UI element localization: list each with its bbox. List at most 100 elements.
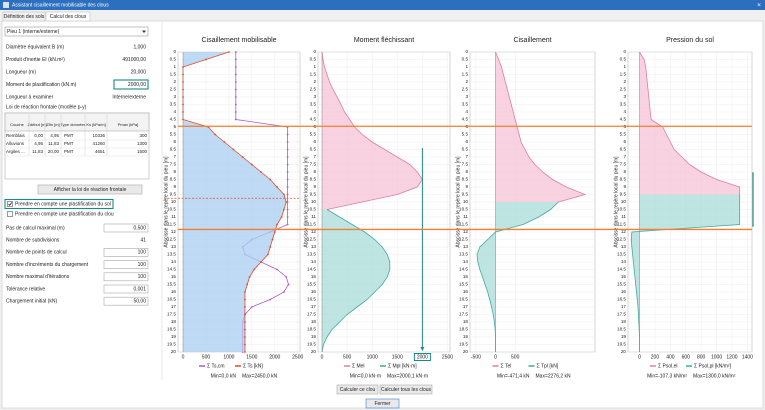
x-tick-label: 2000 — [269, 354, 280, 360]
y-tick-label: 4 — [623, 109, 626, 114]
y-tick-label: 14.5 — [459, 267, 468, 272]
y-tick-label: 10 — [311, 199, 317, 204]
point — [244, 313, 246, 316]
property-label: Longueur (m) — [6, 69, 36, 75]
parameter-value: 100 — [138, 262, 147, 268]
checkbox-highlight — [4, 198, 114, 210]
y-tick-label: 6 — [173, 139, 176, 144]
y-tick-label: 7 — [465, 154, 468, 159]
parameter-label: Nombre maximal d'itérations — [6, 274, 70, 280]
input[interactable] — [103, 296, 149, 306]
table-cell: PMT — [64, 141, 74, 146]
y-tick-label: 15.5 — [167, 282, 176, 287]
input-highlight[interactable] — [113, 79, 149, 90]
point — [244, 298, 246, 301]
tab[interactable] — [45, 11, 91, 22]
point — [250, 306, 253, 308]
y-tick-label: 8 — [173, 169, 176, 174]
legend-label: Σ Mpl [kN·m] — [388, 363, 417, 369]
y-tick-label: 9.5 — [170, 192, 177, 197]
area — [631, 194, 740, 352]
button[interactable] — [379, 384, 433, 395]
y-tick-label: 4 — [173, 109, 176, 114]
close-icon: ✕ — [757, 3, 761, 9]
button[interactable] — [37, 184, 143, 195]
y-tick-label: 1.5 — [620, 72, 627, 77]
input[interactable] — [103, 260, 149, 269]
y-tick-label: 8 — [313, 169, 316, 174]
point — [283, 291, 285, 293]
summary-min: Min=-471,4 kN — [497, 373, 530, 379]
y-tick-label: 13 — [463, 244, 469, 249]
chart-title: Cisaillement mobilisable — [201, 37, 276, 44]
point — [271, 238, 274, 241]
y-tick-label: 4 — [313, 109, 316, 114]
y-tick-label: 1.5 — [170, 72, 177, 77]
dropdown[interactable] — [4, 26, 149, 37]
y-tick-label: 1 — [313, 64, 316, 69]
y-tick-label: 14.5 — [307, 267, 316, 272]
button[interactable] — [365, 398, 400, 409]
table-cell: 1300 — [137, 141, 148, 146]
checkbox[interactable] — [7, 201, 13, 207]
y-tick-label: 3 — [173, 94, 176, 99]
y-tick-label: 12.5 — [617, 237, 626, 242]
input[interactable] — [103, 284, 149, 294]
y-tick-label: 17.5 — [617, 312, 626, 317]
point — [234, 81, 237, 83]
table-cell: 10336 — [92, 133, 105, 138]
y-tick-label: 3.5 — [170, 102, 177, 107]
input[interactable] — [103, 248, 149, 257]
y-tick-label: 5 — [173, 124, 176, 129]
point — [250, 163, 253, 166]
x-tick-label: 0 — [321, 354, 324, 360]
y-tick-label: 4.5 — [310, 117, 317, 122]
y-tick-label: 15 — [311, 274, 317, 279]
y-tick-label: 12 — [463, 229, 469, 234]
y-tick-label: 8 — [465, 169, 468, 174]
y-tick-label: 2 — [623, 79, 626, 84]
point — [286, 141, 289, 143]
property-value: 491000,00 — [122, 57, 146, 63]
parameter-label: Nombre d'incréments du chargement — [6, 262, 89, 268]
point — [276, 223, 278, 226]
point — [253, 268, 256, 271]
point — [244, 306, 246, 308]
y-tick-label: 9 — [313, 184, 316, 189]
y-tick-label: 19 — [311, 334, 317, 339]
button[interactable] — [336, 384, 379, 395]
point — [266, 253, 269, 256]
y-tick-label: 19.5 — [617, 342, 626, 347]
point — [283, 208, 285, 211]
x-tick-label: 0 — [182, 354, 185, 360]
input[interactable] — [103, 223, 149, 233]
point — [244, 336, 246, 338]
property-value: 1,000 — [133, 44, 146, 50]
y-tick-label: 1.5 — [310, 72, 317, 77]
y-tick-label: 17 — [171, 304, 177, 309]
y-tick-label: 7.5 — [310, 162, 317, 167]
point — [286, 133, 289, 136]
section-title: Loi de réaction frontale (modèle p-y) — [6, 104, 87, 110]
checkbox[interactable] — [7, 211, 13, 217]
parameter-label: Tolérance relative — [6, 286, 45, 292]
point — [232, 148, 235, 151]
y-tick-label: 4.5 — [462, 117, 469, 122]
point — [286, 223, 289, 226]
y-tick-label: 15.5 — [307, 282, 316, 287]
point — [234, 66, 237, 68]
y-tick-label: 6.5 — [310, 147, 317, 152]
input[interactable] — [103, 272, 149, 282]
point — [234, 118, 237, 121]
tab[interactable] — [2, 11, 46, 22]
table-cell: Remblais — [6, 133, 26, 138]
y-axis-title: Abscisse dans le repère local du pieu [m… — [303, 156, 309, 248]
y-tick-label: 1 — [465, 64, 468, 69]
y-tick-label: 14.5 — [167, 267, 176, 272]
y-tick-label: 14.5 — [617, 267, 626, 272]
y-tick-label: 14 — [311, 259, 317, 264]
y-tick-label: 15 — [621, 274, 627, 279]
table-cell: 4,95 — [50, 133, 59, 138]
point — [244, 291, 246, 293]
